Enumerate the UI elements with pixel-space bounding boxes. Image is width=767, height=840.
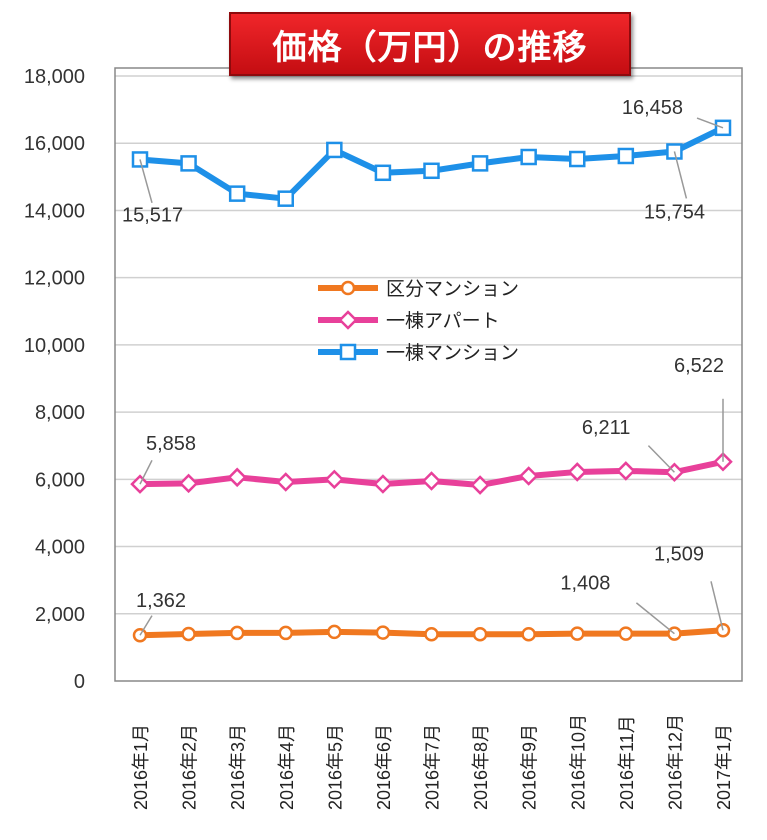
- data-point: [178, 473, 199, 494]
- data-label: 6,522: [674, 355, 724, 377]
- data-point: [227, 467, 247, 488]
- data-point: [569, 150, 586, 168]
- data-point: [277, 190, 294, 207]
- y-tick-label: 4,000: [35, 537, 85, 559]
- data-point: [521, 627, 536, 642]
- data-point: [278, 625, 293, 641]
- x-tick-label: 2017年1月: [714, 724, 734, 810]
- data-point: [327, 624, 342, 640]
- data-point: [373, 474, 393, 494]
- leader-line: [673, 151, 688, 199]
- leader-line: [635, 602, 675, 635]
- chart-title: 価格（万円）の推移: [229, 12, 631, 76]
- data-point: [421, 471, 442, 491]
- data-point: [374, 164, 392, 182]
- data-label: 15,517: [122, 204, 183, 226]
- leader-line: [139, 615, 153, 636]
- x-tick-label: 2016年2月: [180, 724, 200, 810]
- data-label: 15,754: [644, 201, 705, 223]
- data-point: [423, 162, 440, 180]
- data-point: [275, 472, 296, 492]
- data-label: 16,458: [622, 97, 683, 119]
- data-point: [616, 461, 636, 481]
- leader-line: [139, 459, 153, 485]
- legend-label: 一棟マンション: [386, 342, 519, 364]
- data-point: [618, 626, 634, 641]
- data-point: [617, 147, 635, 165]
- data-label: 1,408: [560, 573, 610, 595]
- data-point: [326, 141, 343, 159]
- legend-marker: [339, 343, 357, 361]
- x-tick-label: 2016年7月: [423, 724, 443, 810]
- data-point: [567, 462, 588, 482]
- data-point: [714, 119, 732, 137]
- x-tick-label: 2016年12月: [665, 714, 685, 810]
- data-point: [228, 185, 246, 202]
- legend-label: 区分マンション: [386, 278, 519, 300]
- data-point: [180, 155, 197, 172]
- data-point: [424, 627, 439, 642]
- x-tick-label: 2016年3月: [228, 724, 248, 810]
- y-tick-label: 2,000: [35, 604, 85, 626]
- data-point: [518, 466, 539, 486]
- y-tick-label: 10,000: [24, 335, 85, 357]
- x-tick-label: 2016年11月: [617, 715, 637, 810]
- y-tick-label: 16,000: [24, 133, 85, 155]
- y-tick-label: 6,000: [35, 469, 85, 491]
- y-tick-label: 12,000: [24, 268, 85, 290]
- data-point: [229, 625, 245, 641]
- leader-line: [139, 159, 153, 204]
- leader-line: [710, 581, 724, 631]
- x-tick-label: 2016年1月: [131, 724, 151, 810]
- y-tick-label: 8,000: [35, 402, 85, 424]
- legend-marker: [338, 310, 358, 330]
- x-tick-label: 2016年9月: [520, 724, 540, 810]
- data-point: [472, 627, 488, 642]
- data-point: [520, 148, 537, 166]
- data-point: [470, 475, 490, 495]
- x-tick-label: 2016年8月: [471, 724, 491, 810]
- x-tick-label: 2016年6月: [374, 724, 394, 810]
- data-label: 1,509: [654, 543, 704, 565]
- plot-border: [114, 67, 743, 682]
- legend-label: 一棟アパート: [386, 310, 500, 332]
- data-point: [324, 469, 345, 490]
- leader-line: [647, 445, 675, 473]
- data-point: [181, 626, 196, 642]
- x-tick-label: 2016年5月: [325, 724, 345, 810]
- legend-marker: [340, 280, 356, 296]
- data-label: 1,362: [136, 590, 186, 612]
- y-tick-label: 18,000: [24, 66, 85, 88]
- data-point: [471, 155, 489, 172]
- data-label: 6,211: [582, 417, 631, 439]
- leader-line: [696, 117, 724, 129]
- x-tick-label: 2016年10月: [568, 714, 588, 810]
- data-point: [570, 626, 585, 641]
- data-point: [375, 625, 391, 640]
- y-tick-label: 14,000: [24, 200, 85, 222]
- x-tick-label: 2016年4月: [277, 724, 297, 810]
- data-label: 5,858: [146, 433, 196, 455]
- y-tick-label: 0: [74, 671, 85, 693]
